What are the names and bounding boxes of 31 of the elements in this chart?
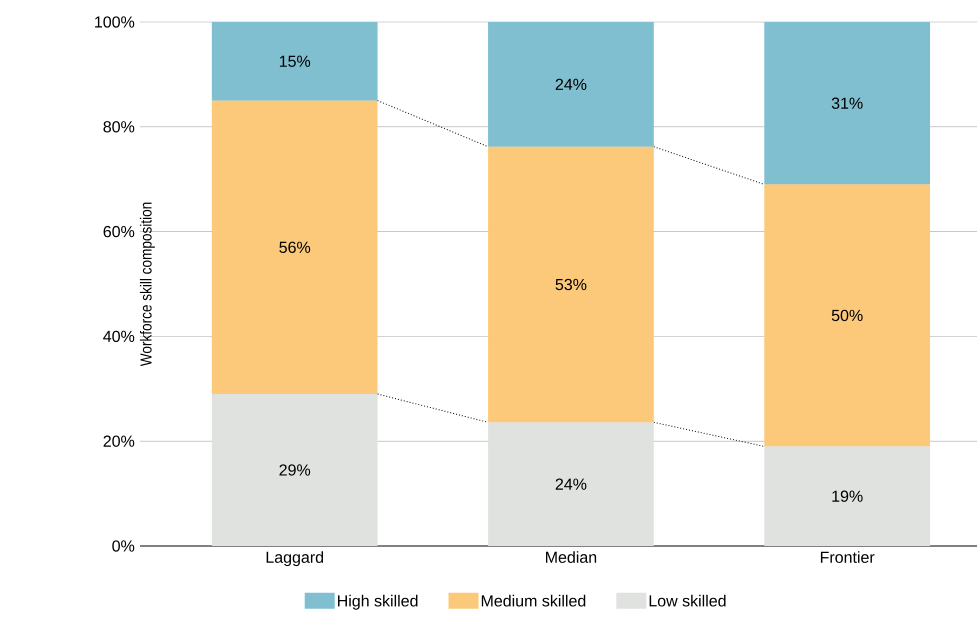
x-tick-label: Median bbox=[546, 551, 596, 563]
data-label: 53% bbox=[556, 278, 586, 290]
data-label: 24% bbox=[556, 478, 586, 490]
legend-label: Low skilled bbox=[650, 594, 726, 607]
bar bbox=[212, 22, 378, 101]
legend-label: Medium skilled bbox=[482, 594, 586, 607]
y-tick-label: 40% bbox=[103, 330, 134, 342]
data-label: 31% bbox=[832, 98, 863, 109]
data-label: 24% bbox=[556, 78, 586, 90]
y-axis-title: Workforce skill composition bbox=[140, 202, 155, 366]
y-tick-label: 0% bbox=[112, 540, 134, 552]
bar bbox=[764, 22, 930, 184]
y-tick-label: 20% bbox=[104, 436, 134, 447]
bar bbox=[212, 394, 378, 546]
data-label: 19% bbox=[832, 490, 863, 502]
data-label: 29% bbox=[279, 464, 310, 476]
data-label: 50% bbox=[832, 310, 863, 322]
bar bbox=[488, 22, 654, 147]
legend-label: High skilled bbox=[338, 594, 418, 610]
data-label: 15% bbox=[280, 56, 310, 67]
bar bbox=[488, 146, 654, 422]
bar bbox=[488, 422, 654, 546]
y-tick-label: 100% bbox=[95, 16, 134, 28]
x-tick-label: Laggard bbox=[266, 551, 324, 566]
y-tick-label: 60% bbox=[104, 226, 134, 238]
bar bbox=[764, 184, 930, 446]
bar bbox=[764, 446, 930, 546]
bar bbox=[212, 100, 378, 394]
y-tick-label: 80% bbox=[103, 121, 134, 132]
data-label: 56% bbox=[279, 242, 310, 253]
x-tick-label: Frontier bbox=[820, 551, 874, 563]
